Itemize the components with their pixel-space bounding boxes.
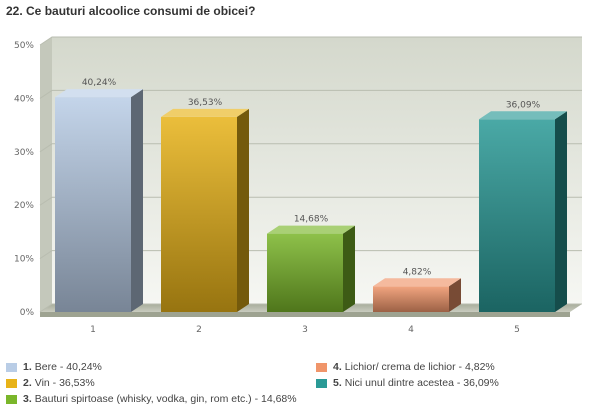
bar-chart: 0% 10% 20% 30% 40% 50% 1 2 3 4 5 40,24% 36,53% 14,6…: [14, 36, 582, 335]
x-tick-label: 4: [408, 325, 414, 335]
data-label: 14,68%: [294, 215, 329, 225]
bar-top: [373, 278, 461, 287]
y-tick-label: 0%: [20, 308, 35, 318]
legend-item-2: 2. Vin - 36,53%: [6, 376, 95, 390]
y-tick-label: 50%: [14, 41, 34, 51]
legend-swatch-2: [6, 378, 17, 388]
legend-item-3: 3. Bauturi spirtoase (whisky, vodka, gin…: [6, 392, 297, 406]
legend-swatch-4: [316, 362, 327, 372]
chart-title: 22. Ce bauturi alcoolice consumi de obic…: [6, 4, 256, 18]
bar-front: [161, 116, 237, 312]
y-axis: 0% 10% 20% 30% 40% 50%: [14, 41, 34, 318]
legend-number-4: 4.: [333, 361, 342, 373]
y-tick-label: 40%: [14, 94, 34, 104]
x-axis: 1 2 3 4 5: [90, 325, 520, 335]
legend-label-2: Vin - 36,53%: [34, 377, 95, 389]
legend-label-4: Lichior/ crema de lichior - 4,82%: [344, 361, 495, 373]
data-label: 4,82%: [403, 267, 432, 277]
gridline: [39, 250, 582, 260]
bar-2: [161, 108, 249, 312]
bar-top: [55, 89, 143, 98]
gridline: [39, 143, 582, 153]
legend-swatch-1: [6, 362, 17, 372]
legend-number-2: 2.: [23, 377, 32, 389]
bar-1: [55, 89, 143, 312]
bar-side: [555, 111, 567, 312]
bars: [55, 89, 567, 312]
legend-item-5: 5. Nici unul dintre acestea - 36,09%: [316, 376, 499, 390]
bar-front: [479, 119, 555, 312]
bar-side: [449, 278, 461, 312]
bar-top: [479, 111, 567, 120]
legend-number-1: 1.: [23, 361, 32, 373]
legend-label-5: Nici unul dintre acestea - 36,09%: [344, 377, 499, 389]
x-tick-label: 2: [196, 325, 202, 335]
gridline: [39, 196, 582, 206]
side-wall: [40, 37, 52, 312]
data-labels: 40,24% 36,53% 14,68% 4,82% 36,09%: [82, 78, 541, 277]
data-label: 40,24%: [82, 78, 117, 88]
x-tick-label: 5: [514, 325, 520, 335]
data-label: 36,09%: [506, 100, 541, 110]
bar-top: [267, 225, 355, 234]
bar-4: [373, 278, 461, 312]
data-label: 36,53%: [188, 98, 223, 108]
floor-edge: [40, 312, 570, 317]
legend-item-4: 4. Lichior/ crema de lichior - 4,82%: [316, 360, 495, 374]
legend-number-5: 5.: [333, 377, 342, 389]
x-tick-label: 1: [90, 325, 96, 335]
bar-5: [479, 111, 567, 312]
bar-front: [267, 233, 343, 312]
bar-top: [161, 108, 249, 117]
legend-number-3: 3.: [23, 393, 32, 405]
y-tick-label: 10%: [14, 255, 34, 265]
bar-3: [267, 225, 355, 312]
legend-swatch-5: [316, 378, 327, 388]
legend-swatch-3: [6, 394, 17, 404]
bar-front: [373, 286, 449, 312]
gridline: [39, 89, 582, 99]
y-tick-label: 30%: [14, 148, 34, 158]
grid: [39, 36, 582, 313]
x-tick-label: 3: [302, 325, 308, 335]
gridline: [39, 36, 582, 46]
legend-item-1: 1. Bere - 40,24%: [6, 360, 102, 374]
legend-label-1: Bere - 40,24%: [34, 361, 102, 373]
bar-side: [343, 225, 355, 312]
legend-label-3: Bauturi spirtoase (whisky, vodka, gin, r…: [34, 393, 297, 405]
bar-side: [131, 89, 143, 312]
bar-side: [237, 108, 249, 312]
legend: 1. Bere - 40,24% 2. Vin - 36,53% 3. Baut…: [6, 356, 596, 408]
bar-front: [55, 97, 131, 312]
y-tick-label: 20%: [14, 201, 34, 211]
